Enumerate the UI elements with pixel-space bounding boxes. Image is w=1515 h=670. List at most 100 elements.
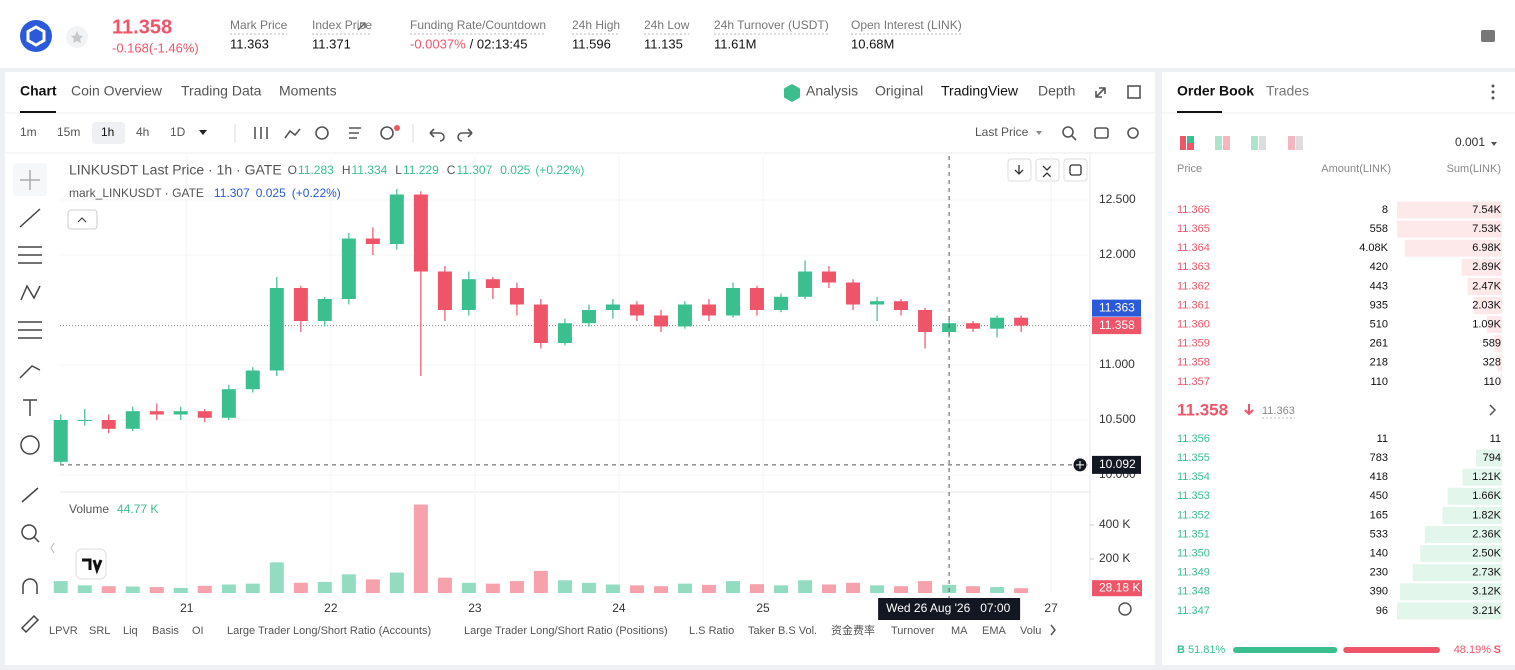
candle-body — [101, 420, 116, 429]
indicator-tab[interactable]: Liq — [123, 625, 138, 637]
orderbook-icons[interactable] — [1180, 136, 1303, 150]
ohlc-key: H — [342, 163, 351, 177]
stat-value: 10.68M — [851, 36, 894, 51]
row-price[interactable]: 11.363 — [1177, 261, 1210, 273]
price-source[interactable]: Last Price — [975, 125, 1029, 139]
depth-bar — [1447, 487, 1502, 505]
candle-body — [557, 323, 572, 343]
row-price[interactable]: 11.358 — [1177, 357, 1210, 369]
indicator-tab[interactable]: Basis — [152, 625, 179, 637]
candle-body — [966, 323, 981, 329]
volume-bar — [101, 586, 116, 593]
interval[interactable]: 15m — [57, 125, 80, 139]
row-amount: 165 — [1370, 509, 1388, 521]
collapse-button[interactable] — [67, 209, 98, 230]
indicator-tab[interactable]: Volu — [1020, 625, 1041, 637]
indicator-tab[interactable]: 资金费率 — [831, 623, 875, 637]
volume-bar — [341, 574, 356, 593]
tab[interactable]: Coin Overview — [71, 83, 163, 99]
indicator-tab[interactable]: MA — [951, 625, 968, 637]
volume-bar — [77, 585, 92, 593]
depth-bar — [1420, 545, 1502, 563]
dropdown-arrow[interactable] — [199, 130, 207, 135]
volume-legend-value: 44.77 K — [117, 502, 158, 516]
column-header: Sum(LINK) — [1447, 163, 1501, 175]
indicator-tab[interactable]: Large Trader Long/Short Ratio (Positions… — [464, 625, 668, 637]
row-price[interactable]: 11.361 — [1177, 299, 1210, 311]
depth-bar — [1404, 239, 1502, 257]
row-amount: 443 — [1370, 280, 1388, 292]
indicator-tab[interactable]: Taker B.S Vol. — [748, 625, 817, 637]
ohlc-value: 11.307 — [456, 163, 492, 177]
volume-legend: Volume — [69, 502, 109, 516]
row-price[interactable]: 11.351 — [1177, 528, 1210, 540]
row-price[interactable]: 11.355 — [1177, 452, 1210, 464]
volume-bar — [293, 582, 308, 593]
view-tab[interactable]: Depth — [1038, 83, 1075, 99]
row-price[interactable]: 11.362 — [1177, 280, 1210, 292]
row-amount: 420 — [1370, 261, 1388, 273]
row-price[interactable]: 11.347 — [1177, 605, 1210, 617]
indicator-tab[interactable]: SRL — [89, 625, 110, 637]
indicator-tab[interactable]: EMA — [982, 625, 1007, 637]
indicator-tab[interactable]: Large Trader Long/Short Ratio (Accounts) — [227, 625, 431, 637]
row-price[interactable]: 11.353 — [1177, 490, 1210, 502]
row-price[interactable]: 11.354 — [1177, 471, 1210, 483]
candle-body — [798, 271, 813, 297]
volume-bar — [53, 581, 68, 593]
row-price[interactable]: 11.356 — [1177, 433, 1210, 445]
volume-bar — [846, 582, 861, 593]
candle-body — [365, 238, 380, 244]
volume-bar — [509, 581, 524, 593]
expand-arrow[interactable] — [1489, 404, 1497, 416]
depth-bar — [1399, 583, 1502, 601]
notes-icon[interactable] — [1481, 30, 1495, 42]
tab[interactable]: Trading Data — [181, 83, 262, 99]
view-tab[interactable]: Original — [875, 83, 923, 99]
more-indicators[interactable] — [1050, 624, 1056, 636]
row-price[interactable]: 11.365 — [1177, 223, 1210, 235]
view-tab[interactable]: Analysis — [806, 83, 858, 99]
interval[interactable]: 1h — [101, 125, 114, 139]
more-menu[interactable] — [1491, 84, 1495, 100]
row-price[interactable]: 11.366 — [1177, 204, 1210, 216]
row-sum: 2.73K — [1472, 567, 1501, 579]
row-price[interactable]: 11.359 — [1177, 338, 1210, 350]
row-price[interactable]: 11.350 — [1177, 548, 1210, 560]
row-price[interactable]: 11.364 — [1177, 242, 1210, 254]
tab[interactable]: Trades — [1266, 83, 1309, 99]
star-icon — [71, 31, 83, 43]
precision[interactable]: 0.001 — [1455, 135, 1485, 149]
interval[interactable]: 1m — [20, 125, 37, 139]
indicator-tab[interactable]: L.S Ratio — [689, 625, 734, 637]
indicator-tab[interactable]: OI — [192, 625, 204, 637]
candle-body — [870, 301, 885, 305]
scroll-arrow[interactable] — [50, 542, 55, 554]
settings-icon[interactable] — [1118, 602, 1132, 616]
volume-label: 28.18 K — [1099, 580, 1140, 594]
stat-label: 24h High — [572, 18, 620, 32]
dropdown-arrow[interactable] — [1036, 131, 1042, 135]
link-arrow[interactable] — [357, 22, 366, 31]
row-price[interactable]: 11.360 — [1177, 319, 1210, 331]
toolbar-icons[interactable] — [254, 85, 1141, 142]
row-price[interactable]: 11.352 — [1177, 509, 1210, 521]
depth-bar — [1462, 468, 1502, 486]
analysis-icon — [784, 84, 800, 102]
volume-tick-label: 200 K — [1099, 551, 1130, 565]
view-tab[interactable]: TradingView — [941, 83, 1019, 99]
volume-bar — [413, 504, 428, 593]
interval[interactable]: 1D — [170, 125, 186, 139]
indicator-tab[interactable]: Turnover — [891, 625, 935, 637]
dropdown-arrow[interactable] — [1491, 142, 1497, 146]
interval[interactable]: 4h — [136, 125, 149, 139]
row-amount: 935 — [1370, 299, 1388, 311]
indicator-tab[interactable]: LPVR — [49, 625, 78, 637]
tab[interactable]: Moments — [279, 83, 337, 99]
row-price[interactable]: 11.349 — [1177, 567, 1210, 579]
tab[interactable]: Chart — [20, 83, 57, 99]
row-price[interactable]: 11.348 — [1177, 586, 1210, 598]
row-price[interactable]: 11.357 — [1177, 376, 1210, 388]
tab[interactable]: Order Book — [1177, 83, 1254, 99]
